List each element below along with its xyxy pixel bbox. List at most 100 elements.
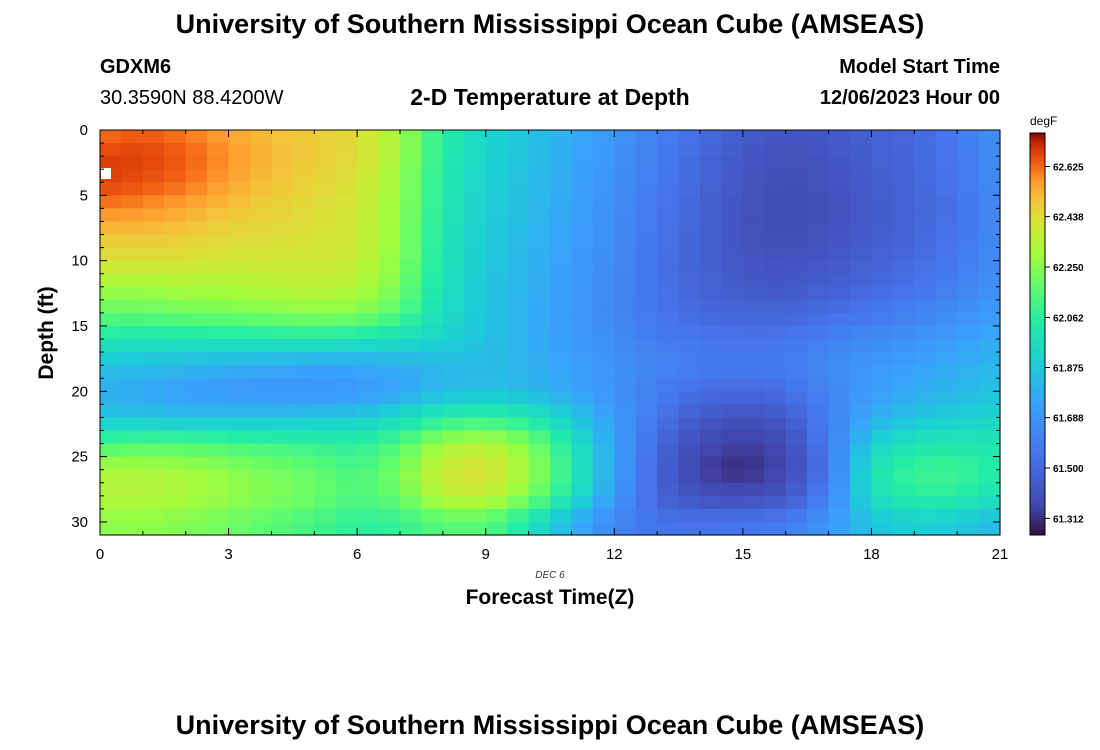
heatmap-cell — [464, 273, 487, 288]
heatmap-cell — [785, 260, 808, 275]
heatmap-cell — [292, 430, 315, 445]
heatmap-cell — [185, 247, 208, 262]
heatmap-cell — [721, 456, 744, 471]
heatmap-cell — [485, 273, 508, 288]
heatmap-cell — [678, 339, 701, 353]
heatmap-cell — [507, 325, 530, 340]
heatmap-cell — [871, 273, 894, 288]
heatmap-cell — [914, 378, 937, 392]
heatmap-cell — [121, 169, 144, 183]
heatmap-cell — [828, 443, 851, 458]
heatmap-cell — [528, 495, 551, 510]
heatmap-cell — [892, 404, 915, 419]
heatmap-cell — [850, 443, 873, 458]
heatmap-cell — [271, 482, 294, 497]
heatmap-cell — [335, 247, 358, 262]
heatmap-cell — [421, 339, 444, 353]
heatmap-cell — [635, 430, 658, 445]
heatmap-cell — [335, 404, 358, 419]
heatmap-cell — [528, 443, 551, 458]
heatmap-cell — [292, 208, 315, 223]
heatmap-cell — [850, 378, 873, 392]
heatmap-cell — [935, 273, 958, 288]
heatmap-cell — [271, 404, 294, 419]
heatmap-cell — [400, 156, 423, 170]
y-tick-label: 20 — [71, 383, 88, 400]
heatmap-cell — [357, 299, 380, 314]
heatmap-cell — [185, 391, 208, 405]
heatmap-cell — [828, 247, 851, 262]
heatmap-cell — [121, 130, 144, 144]
heatmap-cell — [528, 234, 551, 249]
heatmap-cell — [142, 286, 165, 301]
heatmap-cell — [700, 521, 723, 536]
heatmap-cell — [207, 521, 230, 536]
heatmap-cell — [785, 456, 808, 471]
heatmap-cell — [850, 273, 873, 288]
heatmap-cell — [464, 312, 487, 327]
heatmap-cell — [378, 221, 401, 236]
heatmap-cell — [785, 208, 808, 223]
heatmap-cell — [335, 143, 358, 157]
heatmap-cell — [978, 339, 1001, 353]
heatmap-cell — [807, 482, 830, 497]
heatmap-cell — [292, 469, 315, 484]
heatmap-cell — [892, 339, 915, 353]
heatmap-cell — [271, 234, 294, 249]
heatmap-cell — [207, 286, 230, 301]
heatmap-cell — [121, 286, 144, 301]
heatmap-cell — [657, 260, 680, 275]
heatmap-cell — [378, 169, 401, 183]
heatmap-cell — [314, 156, 337, 170]
heatmap-cell — [935, 521, 958, 536]
heatmap-cell — [185, 130, 208, 144]
heatmap-cell — [614, 208, 637, 223]
heatmap-cell — [978, 130, 1001, 144]
heatmap-cell — [400, 182, 423, 196]
heatmap-cell — [185, 365, 208, 379]
plot-title: 2-D Temperature at Depth — [410, 84, 690, 110]
heatmap-cell — [571, 260, 594, 275]
heatmap-cell — [550, 143, 573, 157]
heatmap-cell — [207, 352, 230, 366]
heatmap-cell — [142, 312, 165, 327]
heatmap-cell — [442, 169, 465, 183]
heatmap-cell — [507, 482, 530, 497]
heatmap-cell — [571, 208, 594, 223]
heatmap-cell — [892, 417, 915, 432]
heatmap-cell — [914, 325, 937, 340]
heatmap-cell — [400, 417, 423, 432]
heatmap-cell — [442, 482, 465, 497]
heatmap-cell — [550, 430, 573, 445]
heatmap-cell — [464, 143, 487, 157]
heatmap-cell — [485, 143, 508, 157]
heatmap-cell — [442, 352, 465, 366]
heatmap-cell — [614, 221, 637, 236]
heatmap-cell — [914, 156, 937, 170]
heatmap-cell — [657, 352, 680, 366]
heatmap-cell — [592, 247, 615, 262]
heatmap-cell — [507, 469, 530, 484]
heatmap-cell — [700, 325, 723, 340]
heatmap-cell — [100, 260, 123, 275]
heatmap-cell — [464, 391, 487, 405]
heatmap-cell — [592, 430, 615, 445]
heatmap-cell — [464, 325, 487, 340]
heatmap-cell — [850, 143, 873, 157]
heatmap-cell — [935, 247, 958, 262]
heatmap-cell — [764, 352, 787, 366]
y-tick-label: 5 — [80, 187, 88, 204]
heatmap-cell — [742, 339, 765, 353]
heatmap-cell — [721, 312, 744, 327]
heatmap-cell — [807, 417, 830, 432]
heatmap-cell — [314, 508, 337, 523]
heatmap-cell — [164, 339, 187, 353]
heatmap-cell — [592, 286, 615, 301]
heatmap-cell — [185, 260, 208, 275]
heatmap-cell — [100, 404, 123, 419]
heatmap-cell — [550, 352, 573, 366]
heatmap-cell — [335, 469, 358, 484]
heatmap-cell — [742, 443, 765, 458]
heatmap-cell — [871, 430, 894, 445]
heatmap-cell — [121, 247, 144, 262]
